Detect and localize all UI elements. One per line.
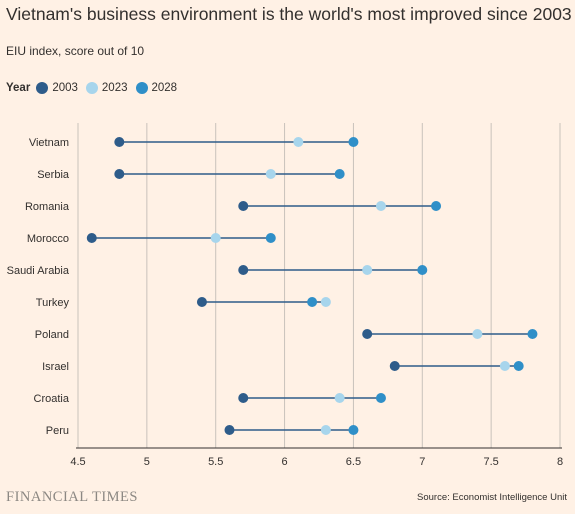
point-2003: [389, 361, 400, 371]
legend-item-2028: 2028: [135, 82, 178, 94]
point-2028: [348, 137, 359, 147]
point-2023: [320, 425, 331, 435]
legend-label-2028: 2028: [151, 82, 178, 94]
legend-label-2003: 2003: [52, 82, 78, 94]
point-2003: [196, 297, 207, 307]
point-2023: [293, 137, 304, 147]
x-tick-label: 4.5: [70, 456, 85, 468]
point-2003: [86, 233, 97, 243]
point-2023: [334, 393, 345, 403]
point-2023: [472, 329, 483, 339]
category-label: Romania: [25, 201, 70, 213]
point-2023: [210, 233, 221, 243]
category-label: Morocco: [27, 233, 69, 245]
point-2028: [334, 169, 345, 179]
chart-title: Vietnam's business environment is the wo…: [6, 4, 572, 24]
point-2003: [362, 329, 373, 339]
point-2003: [114, 169, 125, 179]
category-label: Turkey: [36, 297, 70, 309]
category-label: Croatia: [34, 393, 70, 405]
x-tick-label: 7.5: [483, 456, 498, 468]
point-2003: [224, 425, 235, 435]
x-tick-label: 5: [144, 456, 150, 468]
legend-label-2023: 2023: [101, 82, 128, 94]
point-2003: [114, 137, 125, 147]
legend-item-2003: 2003: [36, 82, 78, 94]
point-2028: [527, 329, 538, 339]
legend-swatch-2003: [36, 82, 49, 94]
category-label: Israel: [42, 361, 69, 373]
point-2003: [238, 393, 249, 403]
point-2023: [499, 361, 510, 371]
point-2023: [320, 297, 331, 307]
x-tick-label: 8: [557, 456, 563, 468]
point-2023: [375, 201, 386, 211]
legend-swatch-2023: [85, 82, 98, 94]
x-tick-label: 6: [282, 456, 288, 468]
point-2023: [265, 169, 276, 179]
point-2003: [238, 265, 249, 275]
point-2028: [375, 393, 386, 403]
category-label: Peru: [46, 425, 69, 437]
x-tick-label: 6.5: [346, 456, 361, 468]
point-2028: [431, 201, 442, 211]
point-2003: [238, 201, 249, 211]
category-label: Vietnam: [29, 137, 69, 149]
point-2028: [307, 297, 318, 307]
legend-swatch-2028: [135, 82, 148, 94]
category-label: Serbia: [37, 169, 70, 181]
point-2028: [417, 265, 428, 275]
point-2023: [362, 265, 373, 275]
x-tick-label: 5.5: [208, 456, 223, 468]
source-note: Source: Economist Intelligence Unit: [417, 492, 567, 503]
x-tick-label: 7: [419, 456, 425, 468]
ft-brand-logo: FINANCIAL TIMES: [6, 489, 138, 505]
point-2028: [265, 233, 276, 243]
category-label: Saudi Arabia: [7, 265, 70, 277]
chart-subtitle: EIU index, score out of 10: [6, 44, 145, 58]
category-label: Poland: [35, 329, 69, 341]
legend-title: Year: [6, 82, 31, 94]
point-2028: [348, 425, 359, 435]
point-2028: [513, 361, 524, 371]
legend-item-2023: 2023: [85, 82, 128, 94]
legend: Year 2003 2023 2028: [6, 82, 185, 94]
